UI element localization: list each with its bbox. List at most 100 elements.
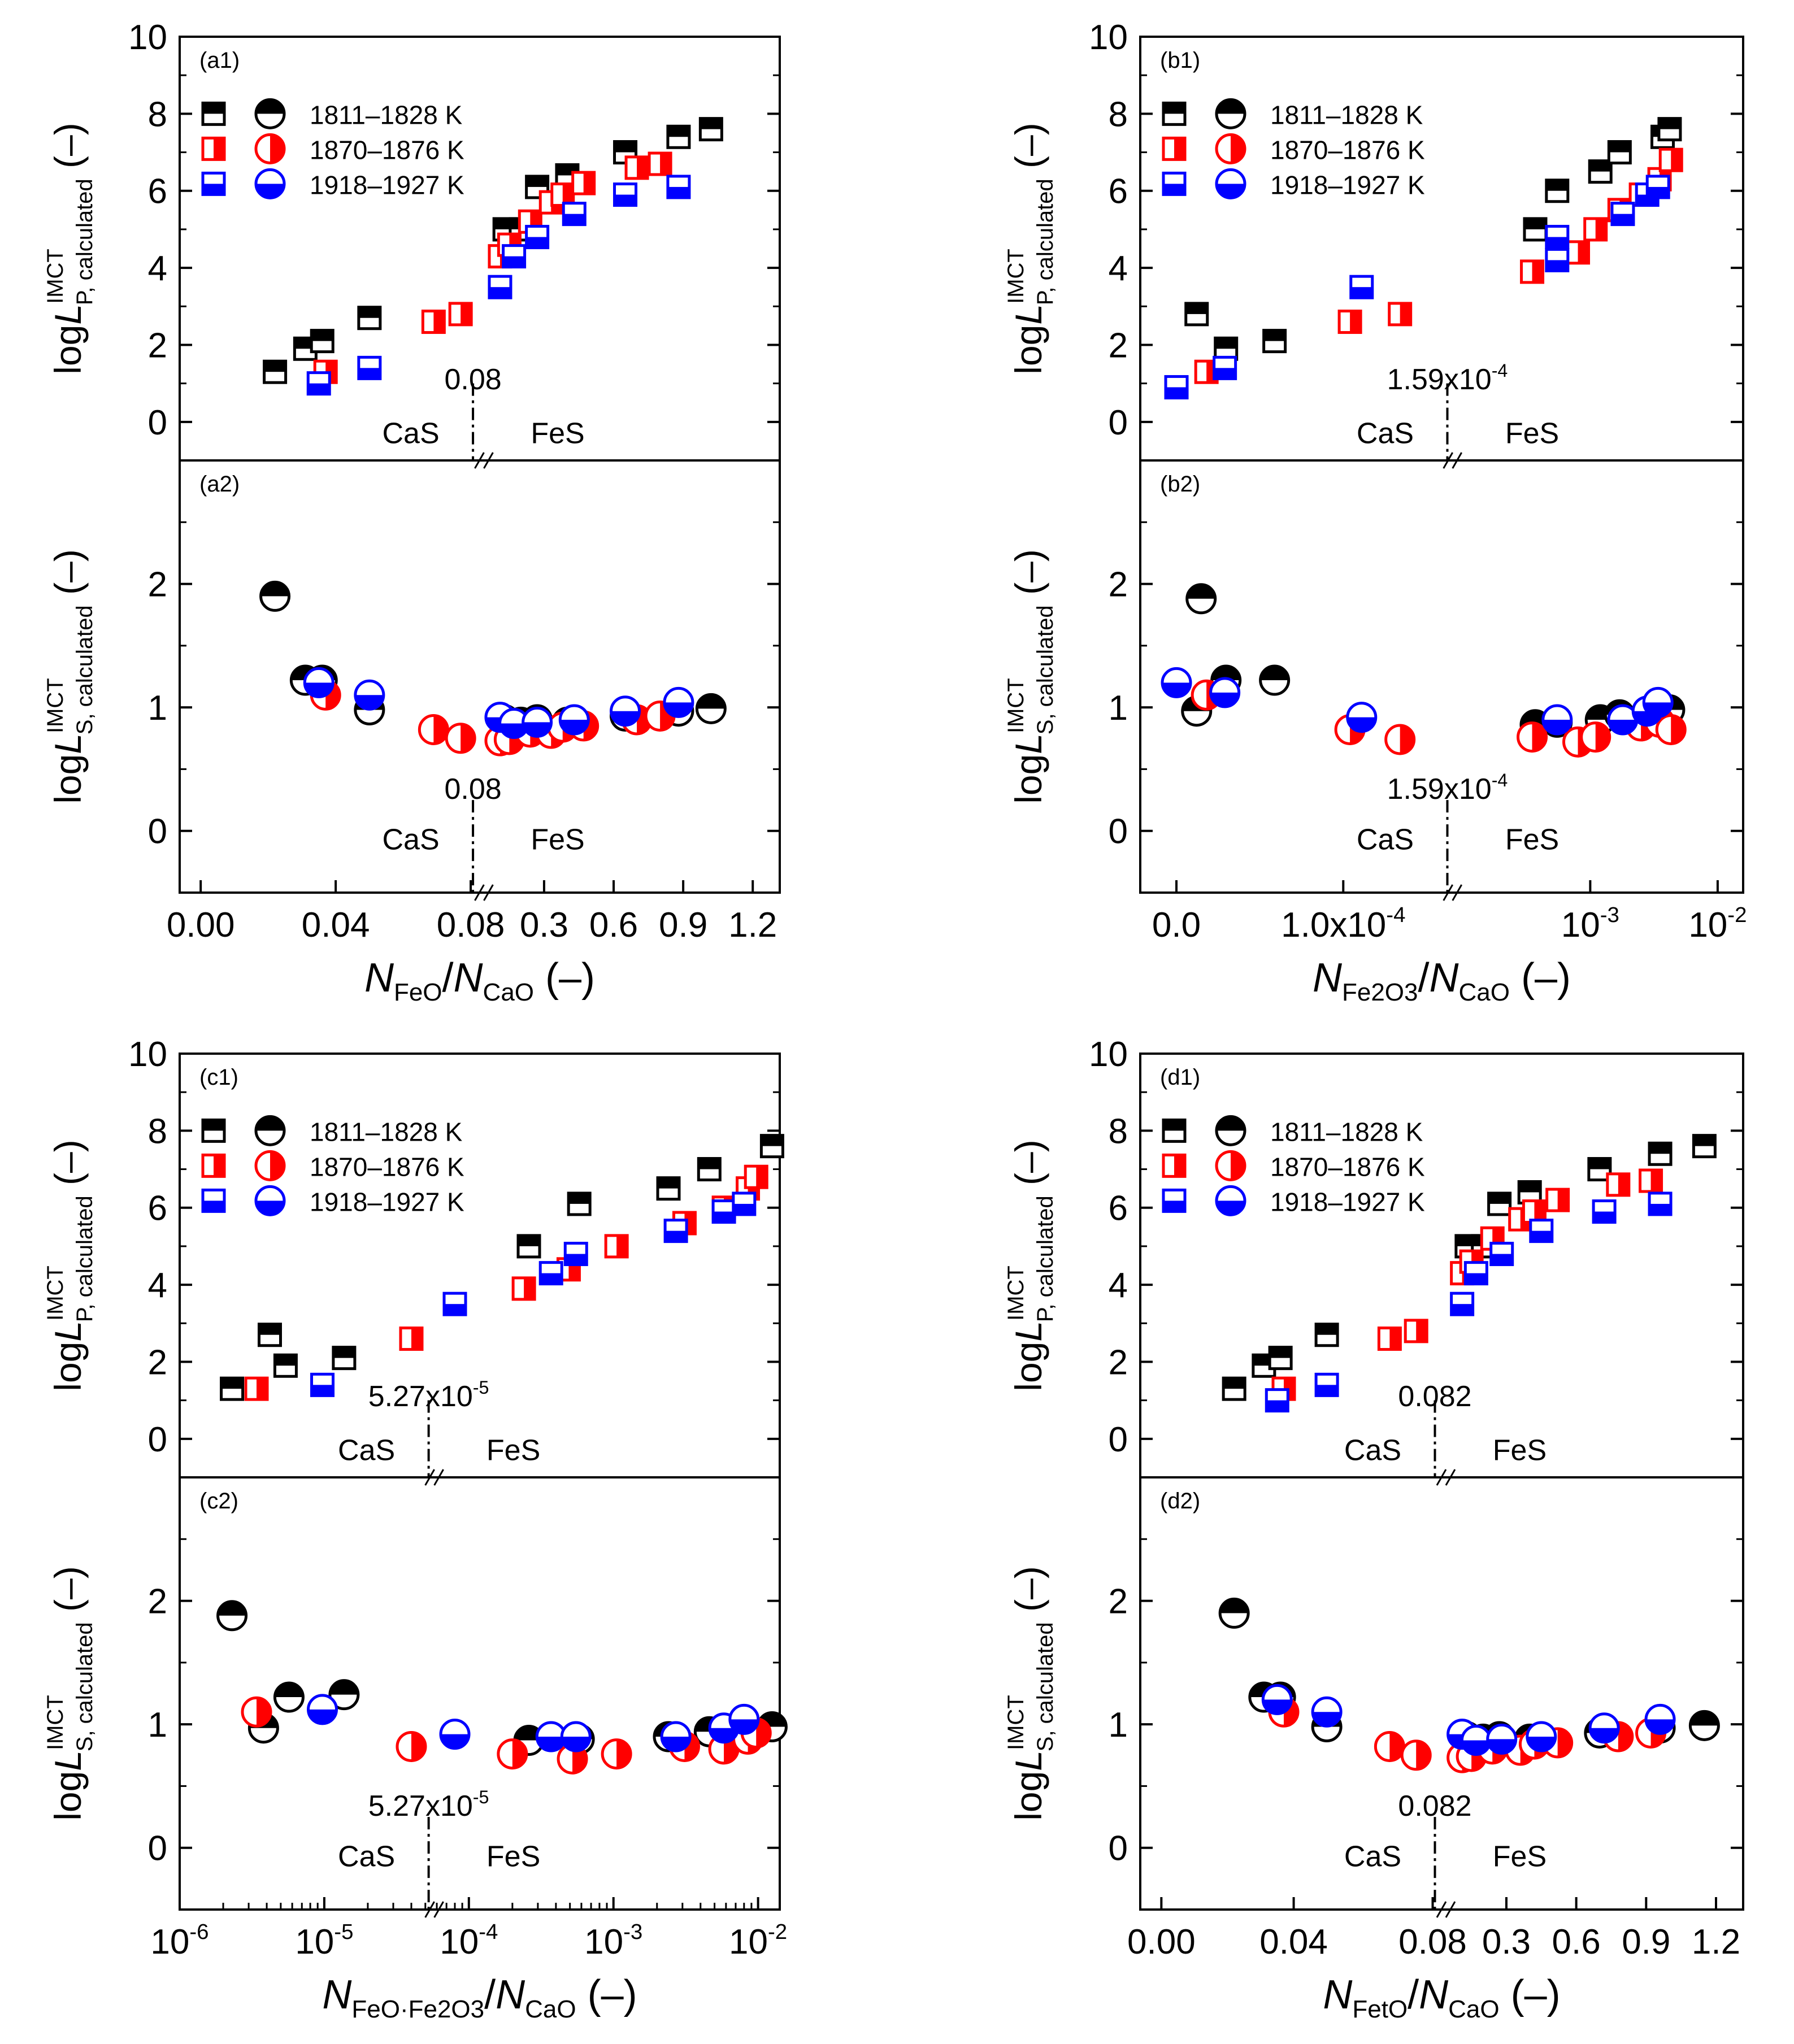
legend-circle-marker [1215, 168, 1246, 199]
panel-label-top: (a1) [199, 48, 240, 73]
marker-fill [1223, 1378, 1245, 1389]
lp-data-point [1377, 1327, 1402, 1351]
lp-data-point [648, 151, 672, 176]
lp-data-point [697, 1157, 722, 1182]
marker-fill [1163, 1120, 1185, 1131]
marker-fill [1263, 1699, 1292, 1714]
lp-data-point [1184, 302, 1209, 327]
legend-label: 1870–1876 K [310, 135, 464, 164]
legend-label: 1870–1876 K [1270, 1152, 1425, 1181]
legend-circle-marker [254, 1185, 286, 1216]
legend-square-marker [1162, 1153, 1187, 1178]
marker-fill [270, 1151, 284, 1180]
marker-fill [311, 1385, 333, 1396]
marker-fill [1519, 1181, 1541, 1193]
marker-fill [662, 1737, 690, 1751]
axis-break-mark [1436, 1901, 1447, 1918]
marker-fill [637, 156, 648, 179]
y-axis-label-ls: logLIMCT S, calculated (–) [1004, 1566, 1058, 1821]
x-tick-label: 0.04 [1259, 1923, 1328, 1962]
marker-fill [1658, 118, 1680, 129]
ls-data-point [439, 1719, 471, 1750]
ls-data-point [216, 1600, 248, 1632]
marker-fill [461, 724, 475, 753]
region-label-cas: CaS [382, 824, 439, 856]
ls-data-point [1517, 721, 1548, 753]
lp-data-point [1463, 1261, 1488, 1286]
marker-fill [1347, 717, 1376, 732]
legend-label: 1918–1927 K [1270, 170, 1425, 199]
lp-data-point [1639, 1168, 1663, 1193]
lp-data-point [488, 275, 512, 299]
legend-circle-marker [1215, 1150, 1246, 1181]
y-tick-label: 1 [1109, 689, 1128, 728]
lp-data-point [656, 1176, 681, 1201]
marker-fill [1649, 1143, 1671, 1154]
marker-fill [667, 186, 689, 198]
marker-fill [275, 1355, 297, 1366]
y-tick-label: 2 [1109, 1582, 1128, 1621]
marker-fill [1174, 138, 1185, 160]
ls-data-point [522, 706, 553, 738]
lp-data-point [1583, 217, 1608, 242]
ls-data-point [1541, 704, 1573, 736]
lp-data-point [613, 182, 638, 207]
x-tick-label: 10-3 [584, 1920, 642, 1962]
lp-data-point [1222, 1376, 1246, 1401]
marker-fill [264, 361, 286, 372]
legend-square-marker [1162, 101, 1187, 126]
x-tick-label: 0.08 [437, 906, 505, 945]
lp-data-point [421, 310, 446, 334]
marker-fill [461, 303, 472, 325]
ls-data-point [1642, 686, 1674, 718]
lp-data-point [538, 1261, 563, 1286]
lp-data-point [448, 302, 473, 327]
legend-circle-marker [1215, 1185, 1246, 1216]
marker-fill [214, 138, 224, 160]
marker-fill [1174, 1155, 1185, 1177]
marker-fill [411, 1732, 425, 1761]
legend-square-marker [201, 1153, 226, 1178]
series-1 [1191, 147, 1687, 758]
x-tick-label: 0.3 [520, 906, 568, 945]
ls-data-point [328, 1679, 360, 1711]
marker-fill [537, 1737, 566, 1751]
lp-data-point [1648, 1191, 1673, 1216]
marker-fill [255, 99, 284, 114]
marker-fill [729, 1719, 758, 1734]
lp-data-point [357, 355, 382, 380]
marker-fill [1487, 1739, 1516, 1754]
region-label-fes: FeS [1505, 824, 1559, 856]
lp-data-point [1545, 179, 1570, 203]
marker-fill [270, 134, 284, 163]
ls-data-point [259, 580, 291, 612]
marker-fill [1532, 260, 1543, 282]
legend-circle-marker [254, 133, 286, 164]
lp-data-point [244, 1376, 269, 1401]
marker-fill [1532, 723, 1547, 751]
lp-data-point [442, 1291, 467, 1316]
marker-fill [658, 1177, 680, 1189]
marker-fill [1609, 141, 1631, 153]
marker-fill [1163, 1201, 1185, 1212]
x-tick-label: 10-3 [1561, 903, 1619, 945]
marker-fill [214, 1155, 224, 1177]
y-tick-label: 0 [1109, 1420, 1128, 1459]
marker-fill [1671, 715, 1686, 744]
axis-break-mark [483, 884, 494, 901]
lp-data-point [1645, 175, 1670, 199]
marker-fill [358, 368, 380, 379]
marker-fill [255, 1116, 284, 1131]
legend-label: 1918–1927 K [310, 170, 464, 199]
y-tick-label: 2 [1109, 566, 1128, 604]
x-tick-label: 0.04 [302, 906, 370, 945]
marker-fill [203, 1120, 224, 1131]
x-axis-label: NFeO/NCaO (–) [364, 955, 595, 1006]
y-tick-label: 10 [128, 1035, 167, 1074]
marker-fill [568, 1193, 590, 1204]
lp-data-point [1404, 1319, 1428, 1343]
ls-data-point [1161, 667, 1192, 698]
marker-fill [1389, 1732, 1404, 1761]
axis-break-mark [474, 452, 485, 469]
